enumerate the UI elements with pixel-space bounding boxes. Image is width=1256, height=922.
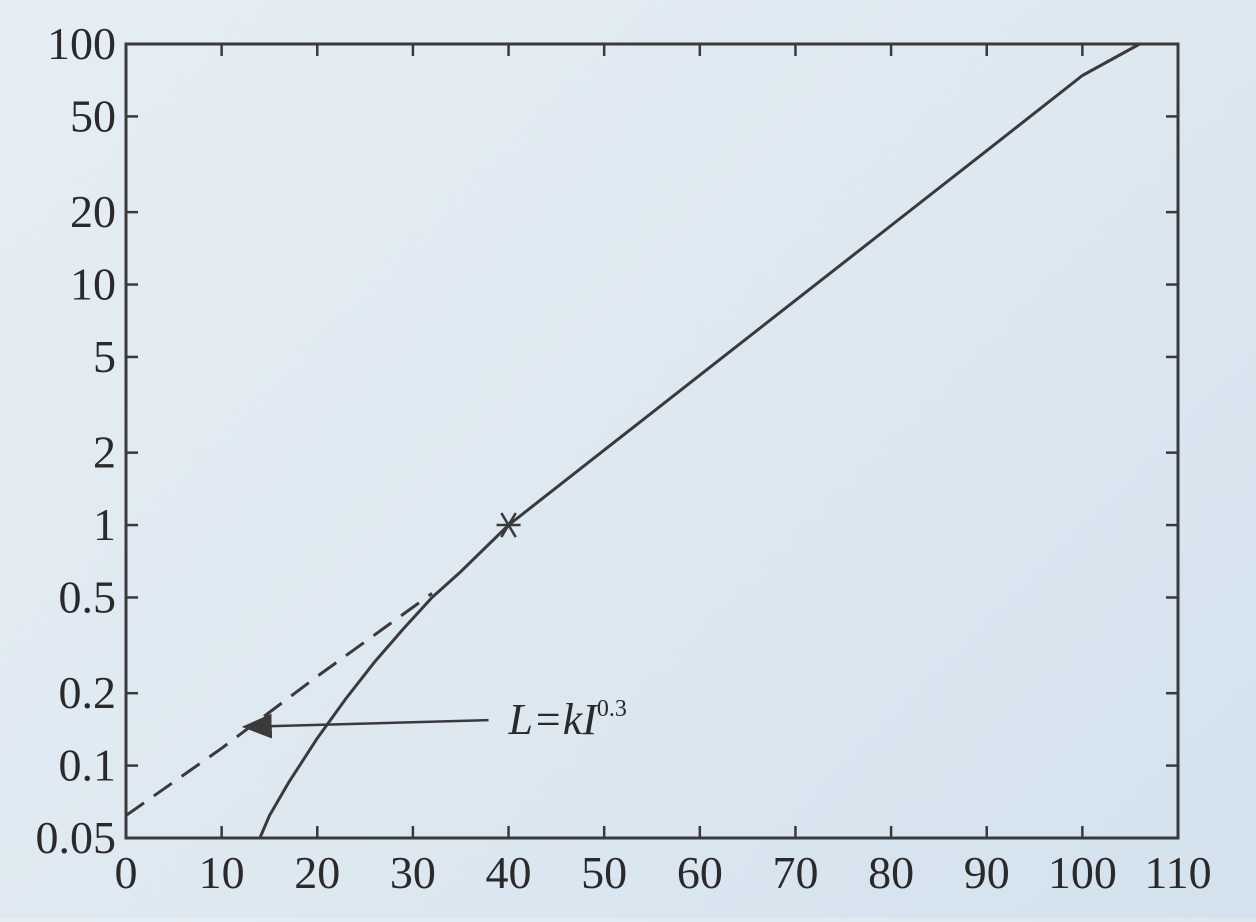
x-tick-label: 20	[294, 847, 340, 898]
x-tick-label: 60	[677, 847, 723, 898]
x-tick-label: 10	[199, 847, 245, 898]
dashed-fit-line	[125, 592, 433, 817]
star-marker-stroke	[500, 512, 517, 538]
annotation-arrow	[241, 713, 489, 739]
y-tick-label: 0.2	[59, 667, 117, 718]
y-tick-label: 10	[70, 259, 116, 310]
x-tick-label: 110	[1144, 847, 1211, 898]
y-tick-label: 2	[93, 427, 116, 478]
annotation-formula-exponent: 0.3	[597, 696, 627, 722]
annotation-formula: L=kI0.3	[508, 695, 627, 744]
y-tick-label: 1	[93, 499, 116, 550]
annotation-formula-base: L=kI	[508, 695, 600, 744]
plot-frame	[124, 42, 1180, 840]
y-tick-label: 0.5	[59, 571, 117, 622]
solid-curve-line	[258, 42, 1141, 839]
y-tick-label: 5	[93, 331, 116, 382]
y-tick-label: 50	[70, 90, 116, 141]
y-tick-label: 0.05	[36, 812, 117, 863]
y-tick-label: 20	[70, 186, 116, 237]
x-tick-label: 90	[964, 847, 1010, 898]
x-tick-label: 70	[772, 847, 818, 898]
y-tick-label: 0.1	[59, 740, 117, 791]
x-tick-label: 80	[868, 847, 914, 898]
x-tick-label: 100	[1048, 847, 1117, 898]
x-tick-label: 0	[115, 847, 138, 898]
star-marker	[496, 512, 521, 538]
x-tick-label: 50	[581, 847, 627, 898]
y-tick-label: 100	[47, 18, 116, 69]
x-tick-label: 40	[486, 847, 532, 898]
x-tick-label: 30	[390, 847, 436, 898]
